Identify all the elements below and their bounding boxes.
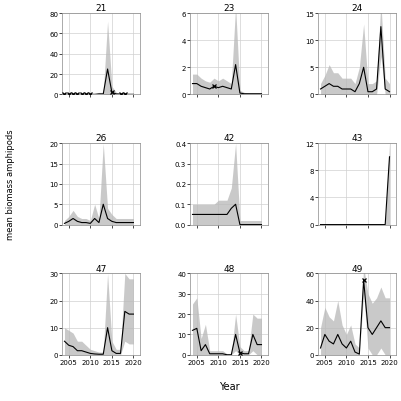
Title: 23: 23 [223,4,234,13]
Title: 47: 47 [95,264,107,273]
Title: 49: 49 [350,264,362,273]
Text: mean biomass amphipods: mean biomass amphipods [6,129,14,240]
Title: 48: 48 [223,264,234,273]
Text: Year: Year [218,381,239,391]
Title: 26: 26 [95,134,107,143]
Title: 42: 42 [223,134,234,143]
Title: 43: 43 [350,134,362,143]
Title: 21: 21 [95,4,107,13]
Title: 24: 24 [350,4,362,13]
